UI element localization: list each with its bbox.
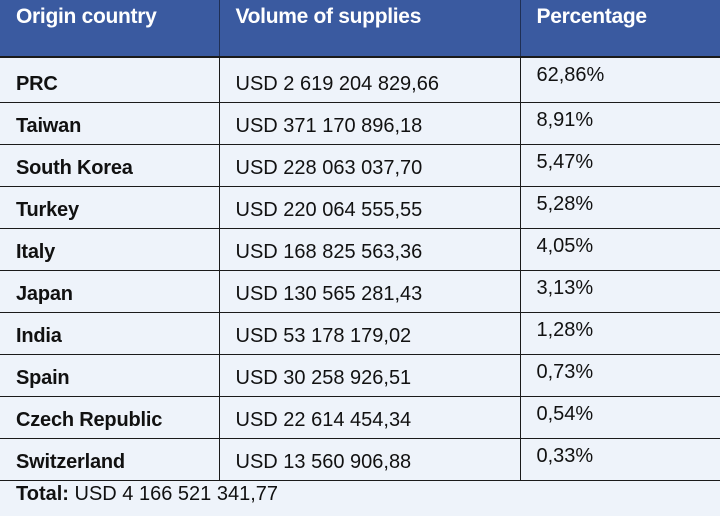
- table-row: Italy USD 168 825 563,36 4,05%: [0, 227, 720, 271]
- volume-cell: USD 168 825 563,36: [218, 227, 521, 271]
- percentage-cell: 4,05%: [519, 227, 720, 271]
- table-row: Japan USD 130 565 281,43 3,13%: [0, 269, 720, 313]
- total-cell: Total: USD 4 166 521 341,77: [0, 479, 720, 516]
- header-origin-country: Origin country: [0, 0, 220, 58]
- percentage-cell: 0,33%: [519, 437, 720, 481]
- table-row: India USD 53 178 179,02 1,28%: [0, 311, 720, 355]
- supplies-table: Origin country Volume of supplies Percen…: [0, 0, 720, 516]
- country-cell: Spain: [0, 353, 220, 397]
- table-row: Czech Republic USD 22 614 454,34 0,54%: [0, 395, 720, 439]
- header-percentage: Percentage: [520, 0, 720, 58]
- header-row: Origin country Volume of supplies Percen…: [0, 0, 720, 58]
- table-row: Taiwan USD 371 170 896,18 8,91%: [0, 101, 720, 145]
- country-cell: Italy: [0, 227, 220, 271]
- country-cell: Japan: [0, 269, 220, 313]
- table-body: PRC USD 2 619 204 829,66 62,86% Taiwan U…: [0, 56, 720, 516]
- percentage-cell: 62,86%: [519, 56, 720, 103]
- country-cell: Taiwan: [0, 101, 220, 145]
- total-value: USD 4 166 521 341,77: [74, 482, 279, 505]
- percentage-cell: 0,54%: [519, 395, 720, 439]
- percentage-cell: 1,28%: [519, 311, 720, 355]
- country-cell: South Korea: [0, 143, 220, 187]
- percentage-cell: 5,28%: [519, 185, 720, 229]
- country-cell: Switzerland: [0, 437, 220, 481]
- table-row: Turkey USD 220 064 555,55 5,28%: [0, 185, 720, 229]
- country-cell: PRC: [0, 56, 220, 103]
- volume-cell: USD 2 619 204 829,66: [218, 56, 521, 103]
- percentage-cell: 5,47%: [519, 143, 720, 187]
- percentage-cell: 0,73%: [519, 353, 720, 397]
- country-cell: Czech Republic: [0, 395, 220, 439]
- volume-cell: USD 13 560 906,88: [218, 437, 521, 481]
- total-label: Total:: [16, 482, 69, 505]
- volume-cell: USD 228 063 037,70: [218, 143, 521, 187]
- volume-cell: USD 53 178 179,02: [218, 311, 521, 355]
- table-row: Spain USD 30 258 926,51 0,73%: [0, 353, 720, 397]
- volume-cell: USD 371 170 896,18: [218, 101, 521, 145]
- header-volume-of-supplies: Volume of supplies: [219, 0, 521, 58]
- volume-cell: USD 220 064 555,55: [218, 185, 521, 229]
- total-row: Total: USD 4 166 521 341,77: [0, 479, 720, 516]
- table-header: Origin country Volume of supplies Percen…: [0, 0, 720, 58]
- volume-cell: USD 22 614 454,34: [218, 395, 521, 439]
- volume-cell: USD 30 258 926,51: [218, 353, 521, 397]
- country-cell: Turkey: [0, 185, 220, 229]
- percentage-cell: 3,13%: [519, 269, 720, 313]
- country-cell: India: [0, 311, 220, 355]
- volume-cell: USD 130 565 281,43: [218, 269, 521, 313]
- table-row: Switzerland USD 13 560 906,88 0,33%: [0, 437, 720, 481]
- percentage-cell: 8,91%: [519, 101, 720, 145]
- table-row: South Korea USD 228 063 037,70 5,47%: [0, 143, 720, 187]
- table-row: PRC USD 2 619 204 829,66 62,86%: [0, 56, 720, 103]
